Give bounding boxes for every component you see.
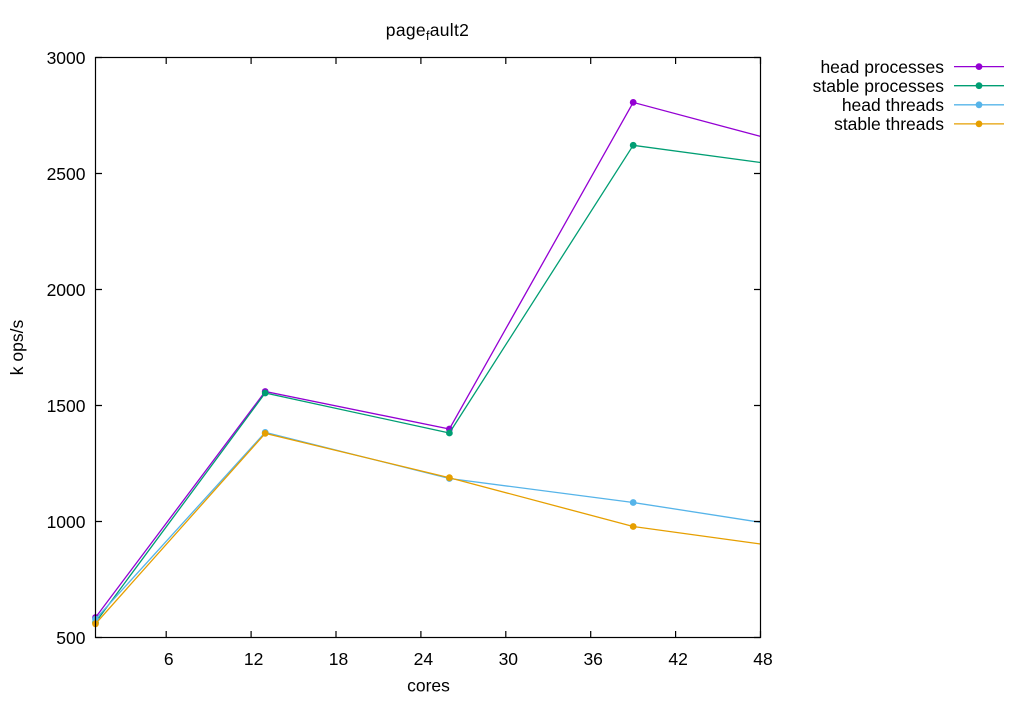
svg-text:stable processes: stable processes: [813, 76, 945, 96]
svg-text:24: 24: [414, 649, 434, 669]
svg-text:head processes: head processes: [820, 57, 944, 77]
svg-text:6: 6: [164, 649, 174, 669]
svg-text:500: 500: [56, 628, 85, 648]
svg-text:pagefault2: pagefault2: [386, 20, 469, 43]
svg-text:cores: cores: [407, 676, 450, 696]
svg-text:1000: 1000: [47, 512, 86, 532]
svg-text:stable threads: stable threads: [834, 114, 944, 134]
svg-text:36: 36: [583, 649, 602, 669]
svg-text:48: 48: [753, 649, 772, 669]
svg-text:1500: 1500: [47, 396, 86, 416]
svg-text:2000: 2000: [47, 280, 86, 300]
svg-text:2500: 2500: [47, 164, 86, 184]
svg-text:k ops/s: k ops/s: [7, 320, 27, 376]
svg-text:12: 12: [244, 649, 263, 669]
svg-text:head threads: head threads: [842, 95, 944, 115]
svg-text:42: 42: [668, 649, 687, 669]
svg-text:30: 30: [499, 649, 519, 669]
svg-text:18: 18: [329, 649, 348, 669]
svg-text:3000: 3000: [47, 48, 86, 68]
